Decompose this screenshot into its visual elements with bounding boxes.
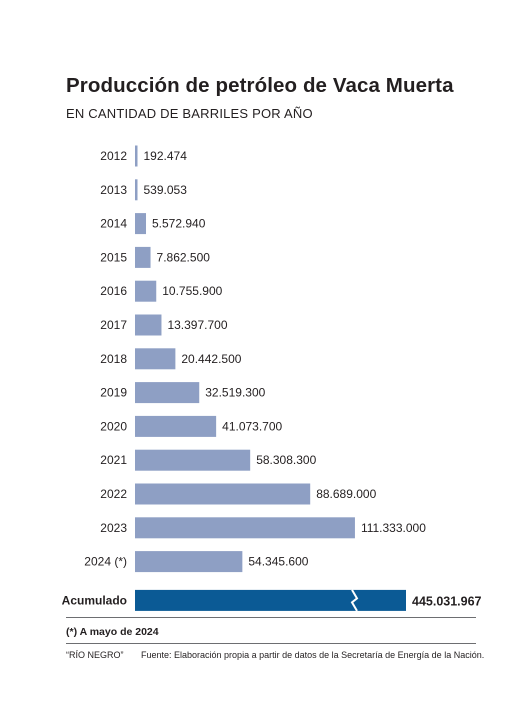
- value-label: 5.572.940: [152, 217, 206, 231]
- bar: [135, 179, 138, 201]
- bar: [135, 246, 151, 268]
- bar: [135, 348, 176, 370]
- footnote: (*) A mayo de 2024: [66, 626, 159, 638]
- year-label: 2024 (*): [84, 555, 127, 569]
- year-label: 2021: [100, 453, 127, 467]
- bar: [135, 314, 162, 336]
- bar: [135, 449, 251, 471]
- axis-break-mark: [350, 589, 359, 612]
- total-value-label: 445.031.967: [412, 594, 482, 608]
- value-label: 10.755.900: [162, 284, 222, 298]
- year-label: 2015: [100, 250, 127, 264]
- bar: [135, 280, 157, 302]
- divider-bottom: [66, 643, 476, 644]
- value-label: 88.689.000: [316, 487, 376, 501]
- value-label: 32.519.300: [205, 386, 265, 400]
- bar-chart: 2012 192.474 2013 539.053 2014 5.572.940 2015 7…: [62, 145, 482, 612]
- value-label: 13.397.700: [167, 318, 227, 332]
- year-label: 2017: [100, 318, 127, 332]
- bar: [135, 382, 200, 404]
- year-label: 2019: [100, 386, 127, 400]
- chart-subtitle: EN CANTIDAD DE BARRILES POR AÑO: [66, 106, 313, 121]
- year-label: 2018: [100, 352, 127, 366]
- bar: [135, 517, 355, 539]
- year-label: 2023: [100, 521, 127, 535]
- divider-top: [66, 617, 476, 618]
- total-bar: [135, 589, 406, 611]
- year-label: 2022: [100, 487, 127, 501]
- value-label: 41.073.700: [222, 419, 282, 433]
- bar: [135, 213, 147, 235]
- value-label: 20.442.500: [181, 352, 241, 366]
- year-label: 2016: [100, 284, 127, 298]
- chart-title: Producción de petróleo de Vaca Muerta: [66, 74, 454, 97]
- year-label: 2013: [100, 183, 127, 197]
- value-label: 192.474: [144, 149, 188, 163]
- value-label: 7.862.500: [157, 250, 211, 264]
- year-label: 2012: [100, 149, 127, 163]
- value-label: 539.053: [144, 183, 188, 197]
- source-note: Fuente: Elaboración propia a partir de d…: [141, 650, 485, 660]
- year-label: 2014: [100, 217, 127, 231]
- value-label: 111.333.000: [361, 521, 426, 535]
- total-label: Acumulado: [62, 593, 127, 607]
- year-label: 2020: [100, 419, 127, 433]
- value-label: 58.308.300: [256, 453, 316, 467]
- value-label: 54.345.600: [248, 555, 308, 569]
- bar: [135, 415, 217, 437]
- bar: [135, 483, 311, 505]
- bar: [135, 145, 138, 167]
- bar: [135, 551, 243, 573]
- credit: “RÍO NEGRO”: [66, 650, 124, 660]
